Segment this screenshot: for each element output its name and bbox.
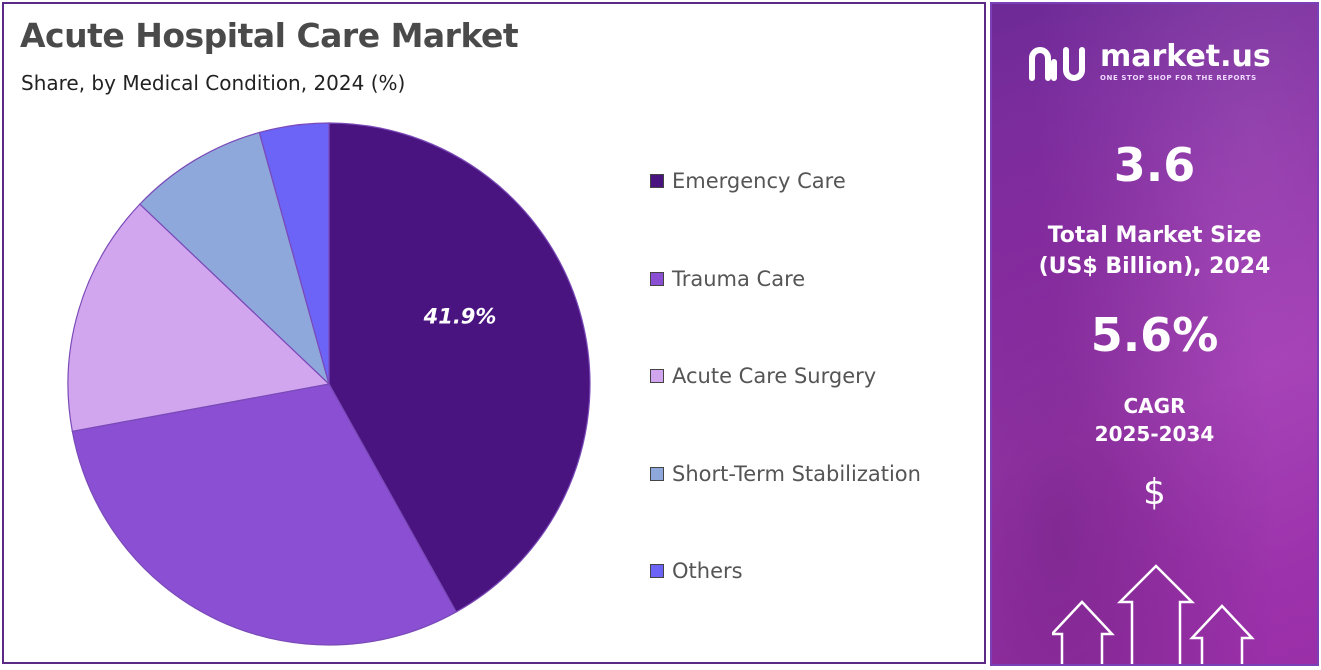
pie-chart: 41.9%: [67, 122, 591, 646]
legend-label: Emergency Care: [672, 169, 846, 193]
pie-slice-trauma-care: [71, 383, 457, 646]
legend-swatch: [650, 369, 664, 383]
chart-panel: Acute Hospital Care Market Share, by Med…: [2, 2, 986, 664]
chart-legend: Emergency Care Trauma Care Acute Care Su…: [650, 166, 921, 654]
legend-item-others: Others: [650, 556, 921, 586]
legend-label: Acute Care Surgery: [672, 364, 877, 388]
market-us-logo: market.us ONE STOP SHOP FOR THE REPORTS: [1026, 42, 1271, 82]
background-overlay: [992, 4, 1317, 664]
logo-name: market.us: [1100, 39, 1271, 74]
legend-swatch: [650, 174, 664, 188]
legend-swatch: [650, 466, 664, 481]
cagr-label: CAGR: [1123, 394, 1186, 418]
legend-swatch: [650, 271, 664, 286]
chart-title: Acute Hospital Care Market: [20, 16, 519, 55]
summary-panel: market.us ONE STOP SHOP FOR THE REPORTS …: [990, 2, 1319, 666]
legend-swatch: [650, 564, 664, 578]
legend-label: Others: [672, 559, 743, 583]
pie-slice-emergency-care: [328, 122, 591, 613]
logo-icon: [1029, 47, 1085, 81]
legend-label: Trauma Care: [672, 266, 806, 291]
data-label-emergency-care: 41.9%: [423, 305, 497, 329]
cagr-value: 5.6%: [1090, 308, 1219, 362]
legend-item-short-term-stabilization: Short-Term Stabilization: [650, 459, 921, 489]
legend-label: Short-Term Stabilization: [672, 461, 921, 486]
legend-item-emergency-care: Emergency Care: [650, 166, 921, 196]
dollar-icon: $: [1143, 472, 1166, 513]
market-size-value: 3.6: [1113, 138, 1196, 192]
logo-tagline: ONE STOP SHOP FOR THE REPORTS: [1100, 74, 1257, 82]
growth-arrows-icon: [1052, 564, 1255, 664]
pie-slice-others: [258, 122, 330, 385]
pie-slice-acute-care-surgery: [67, 203, 331, 432]
market-size-label-line1: Total Market Size: [1047, 223, 1262, 248]
pie-slice-short-term-stabilization: [139, 131, 331, 386]
chart-subtitle: Share, by Medical Condition, 2024 (%): [21, 71, 406, 95]
cagr-period: 2025-2034: [1094, 422, 1215, 446]
legend-item-trauma-care: Trauma Care: [650, 264, 921, 294]
market-size-label-line2: (US$ Billion), 2024: [1038, 254, 1271, 279]
legend-item-acute-care-surgery: Acute Care Surgery: [650, 361, 921, 391]
